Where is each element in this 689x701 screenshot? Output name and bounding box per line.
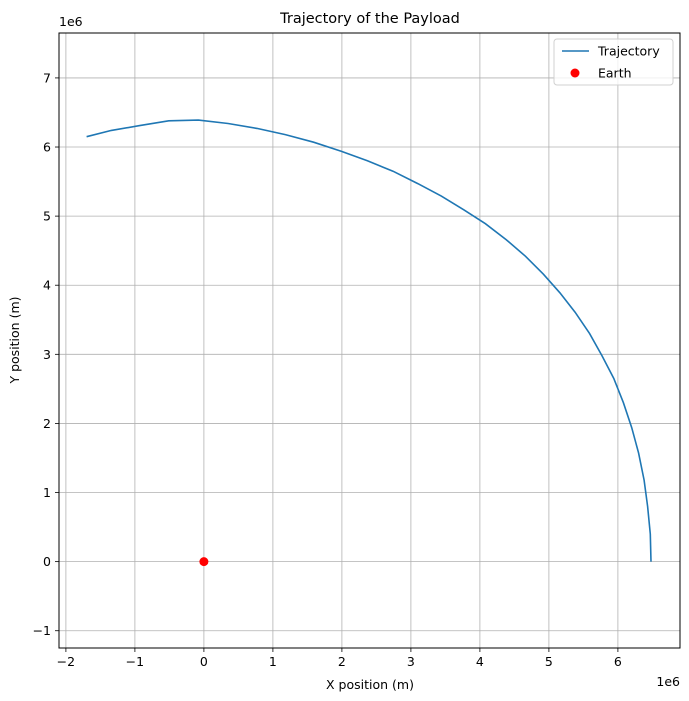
y-axis-offset-label: 1e6 bbox=[59, 14, 83, 29]
y-tick-label: −1 bbox=[33, 623, 51, 638]
legend-earth-label: Earth bbox=[598, 66, 632, 81]
y-tick-label: 2 bbox=[43, 416, 51, 431]
x-tick-label: 4 bbox=[476, 654, 484, 669]
x-tick-label: 5 bbox=[545, 654, 553, 669]
x-axis-ticks: −2 −1 0 1 2 3 4 5 6 bbox=[57, 648, 622, 669]
x-tick-label: −2 bbox=[57, 654, 75, 669]
x-axis-label: X position (m) bbox=[326, 677, 414, 692]
y-axis-ticks: −1 0 1 2 3 4 5 6 7 bbox=[33, 70, 59, 638]
plot-background bbox=[59, 33, 680, 648]
y-tick-label: 4 bbox=[43, 278, 51, 293]
earth-point bbox=[199, 557, 209, 567]
x-tick-label: 0 bbox=[200, 654, 208, 669]
trajectory-line bbox=[86, 119, 652, 562]
y-tick-label: 1 bbox=[43, 485, 51, 500]
grid-lines bbox=[59, 33, 680, 648]
legend-earth-swatch bbox=[570, 68, 580, 78]
x-tick-label: −1 bbox=[126, 654, 144, 669]
y-tick-label: 3 bbox=[43, 347, 51, 362]
y-tick-label: 0 bbox=[43, 554, 51, 569]
x-tick-label: 2 bbox=[338, 654, 346, 669]
chart-title: Trajectory of the Payload bbox=[279, 11, 460, 27]
x-axis-offset-label: 1e6 bbox=[656, 674, 680, 689]
y-tick-label: 6 bbox=[43, 140, 51, 155]
plot-border bbox=[58, 32, 681, 649]
y-tick-label: 5 bbox=[43, 209, 51, 224]
legend: Trajectory Earth bbox=[553, 38, 674, 86]
y-tick-label: 7 bbox=[43, 70, 51, 85]
x-tick-label: 1 bbox=[269, 654, 277, 669]
x-tick-label: 3 bbox=[407, 654, 415, 669]
x-tick-label: 6 bbox=[614, 654, 622, 669]
plot-area bbox=[58, 32, 681, 649]
legend-trajectory-label: Trajectory bbox=[597, 44, 660, 59]
y-axis-label: Y position (m) bbox=[7, 296, 22, 384]
